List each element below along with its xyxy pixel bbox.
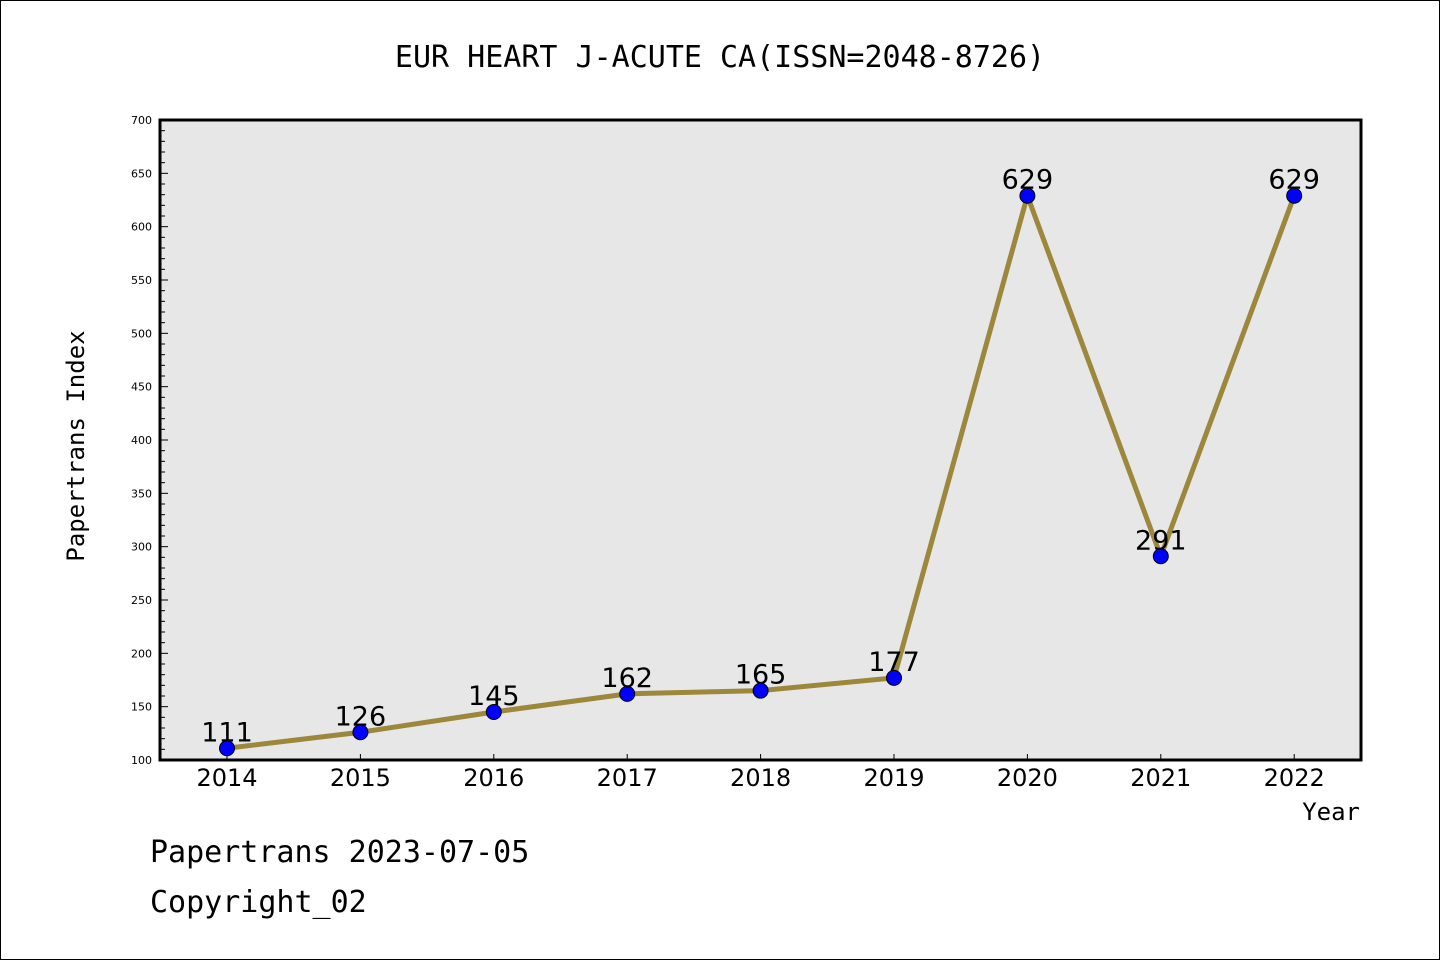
data-label: 145 — [468, 681, 520, 712]
y-tick-label: 200 — [131, 647, 152, 660]
data-label: 629 — [1268, 165, 1320, 196]
x-axis: 2014 2015 2016 2017 2018 2019 2020 2021 2022 — [196, 754, 1325, 792]
data-label: 111 — [201, 717, 253, 748]
x-tick-label: 2015 — [330, 764, 391, 792]
y-tick-label: 300 — [131, 541, 152, 554]
y-axis: 100 150 200 250 300 350 400 450 500 550 600 650 700 — [131, 114, 168, 767]
x-tick-label: 2020 — [997, 764, 1058, 792]
y-tick-label: 250 — [131, 594, 152, 607]
y-tick-label: 650 — [131, 167, 152, 180]
data-point — [1152, 548, 1169, 565]
y-tick-label: 100 — [131, 754, 152, 767]
data-label: 126 — [335, 701, 387, 732]
data-point — [752, 682, 769, 699]
y-tick-label: 350 — [131, 487, 152, 500]
data-labels: 111 126 145 162 165 177 629 291 629 — [201, 165, 1320, 749]
y-tick-label: 450 — [131, 381, 152, 394]
y-tick-label: 600 — [131, 221, 152, 234]
y-tick-label: 400 — [131, 434, 152, 447]
data-label: 291 — [1135, 525, 1187, 556]
y-tick-label: 550 — [131, 274, 152, 287]
data-label: 177 — [868, 647, 920, 678]
data-points — [219, 187, 1303, 757]
x-tick-label: 2017 — [597, 764, 658, 792]
data-point — [219, 740, 235, 757]
footer-date: Papertrans 2023-07-05 — [150, 835, 530, 870]
data-point — [1019, 187, 1036, 204]
y-axis-label: Papertrans Index — [62, 330, 90, 561]
x-tick-label: 2018 — [730, 764, 791, 792]
y-tick-label: 700 — [131, 114, 152, 127]
data-label: 165 — [735, 660, 787, 691]
data-point — [1286, 187, 1303, 204]
x-tick-label: 2021 — [1130, 764, 1191, 792]
chart-title: EUR HEART J-ACUTE CA(ISSN=2048-8726) — [395, 40, 1045, 75]
footer-copyright: Copyright_02 — [150, 885, 367, 920]
x-tick-label: 2022 — [1264, 764, 1325, 792]
data-point — [886, 669, 902, 686]
y-tick-label: 500 — [131, 327, 152, 340]
x-tick-label: 2019 — [863, 764, 924, 792]
data-label: 629 — [1002, 165, 1054, 196]
y-tick-label: 150 — [131, 701, 152, 714]
x-tick-label: 2014 — [196, 764, 257, 792]
data-point — [485, 704, 502, 720]
plot-area — [158, 118, 1363, 762]
x-tick-label: 2016 — [463, 764, 524, 792]
x-axis-label: Year — [1302, 798, 1360, 826]
data-point — [352, 724, 369, 741]
data-point — [619, 685, 636, 702]
data-label: 162 — [601, 663, 653, 694]
